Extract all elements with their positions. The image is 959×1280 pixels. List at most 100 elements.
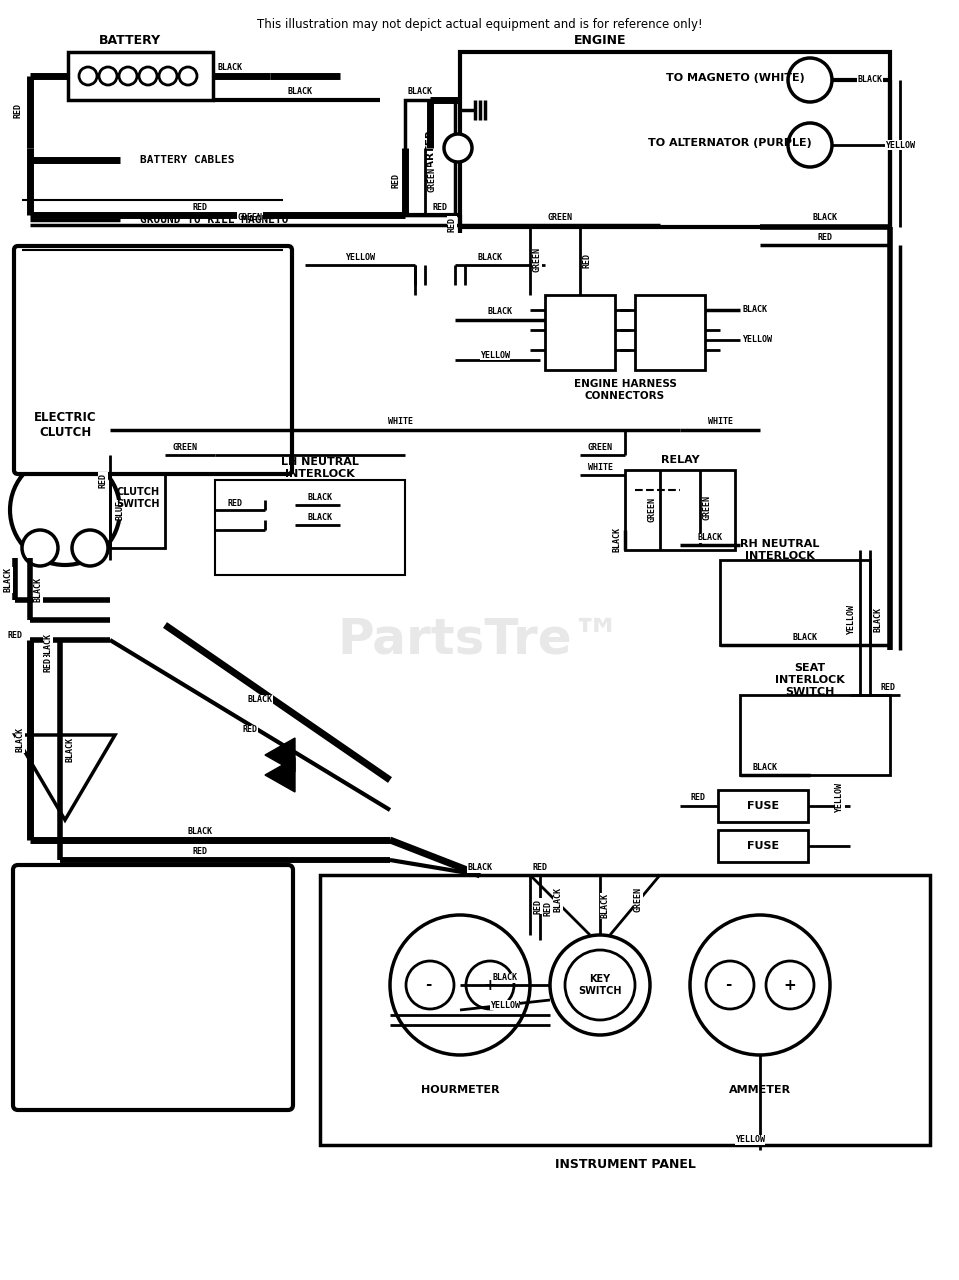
Text: POSITIVE TO START-CHARGE: POSITIVE TO START-CHARGE (128, 1062, 290, 1073)
Text: GREEN: GREEN (703, 494, 712, 520)
Circle shape (565, 950, 635, 1020)
Text: YELLOW: YELLOW (742, 335, 772, 344)
Circle shape (550, 934, 650, 1036)
Bar (68, 52, 213, 100)
Text: WHITE: WHITE (588, 463, 613, 472)
Bar (740, 695, 890, 774)
Text: GREEN: GREEN (548, 212, 573, 221)
Text: BLACK: BLACK (874, 608, 882, 632)
Circle shape (788, 123, 832, 166)
Text: TO MAGNETO (WHITE): TO MAGNETO (WHITE) (666, 73, 805, 83)
Text: BATTERY: BATTERY (99, 33, 161, 46)
Bar (215, 480, 405, 575)
Text: BLACK: BLACK (493, 974, 518, 983)
Circle shape (79, 67, 97, 84)
Text: GREEN: GREEN (428, 168, 436, 192)
Text: BLACK: BLACK (15, 727, 25, 753)
Text: BLACK: BLACK (34, 577, 42, 603)
Text: BLACK: BLACK (247, 695, 272, 704)
Text: PartsTre™: PartsTre™ (338, 616, 622, 664)
Text: WHITE: WHITE (708, 417, 733, 426)
Circle shape (10, 454, 120, 564)
Text: RED: RED (193, 202, 207, 211)
Text: GREEN: GREEN (634, 887, 643, 913)
Text: BLACK: BLACK (812, 214, 837, 223)
Text: STARTER: STARTER (425, 129, 435, 180)
Bar (405, 100, 455, 215)
Text: ENGINE: ENGINE (573, 33, 626, 46)
Text: +: + (483, 978, 497, 992)
Text: BLACK: BLACK (487, 307, 512, 316)
Circle shape (390, 915, 530, 1055)
Text: YELLOW: YELLOW (490, 1001, 520, 1010)
Text: SEAT
INTERLOCK
SWITCH: SEAT INTERLOCK SWITCH (775, 663, 845, 696)
Text: RED: RED (8, 631, 22, 640)
Text: RED: RED (817, 233, 832, 242)
Text: BLACK: BLACK (308, 513, 333, 522)
Text: RED: RED (533, 899, 543, 914)
Text: BLUE: BLUE (115, 500, 125, 520)
Circle shape (72, 530, 108, 566)
Text: BLACK: BLACK (697, 534, 722, 543)
Text: FUSE: FUSE (747, 801, 779, 812)
Text: RED: RED (227, 498, 243, 507)
Circle shape (690, 915, 830, 1055)
Text: RED: RED (582, 252, 592, 268)
Circle shape (444, 134, 472, 163)
FancyBboxPatch shape (14, 246, 292, 474)
Bar (320, 876, 930, 1146)
Text: GREEN: GREEN (588, 443, 613, 453)
Text: RH NEUTRAL
INTERLOCK: RH NEUTRAL INTERLOCK (740, 539, 820, 561)
Text: -: - (425, 978, 432, 992)
Text: INSTRUMENT PANEL: INSTRUMENT PANEL (554, 1158, 695, 1171)
Text: BLACK: BLACK (600, 893, 610, 919)
Text: RED: RED (43, 658, 53, 672)
Bar (460, 52, 890, 227)
Text: +: + (784, 978, 796, 992)
Circle shape (706, 961, 754, 1009)
Text: GREEN: GREEN (173, 443, 198, 453)
Text: YELLOW: YELLOW (885, 141, 915, 150)
Text: HOURMETER: HOURMETER (421, 1085, 500, 1094)
Text: BLACK: BLACK (753, 763, 778, 773)
Text: BLACK: BLACK (218, 64, 243, 73)
Text: BLACK: BLACK (65, 737, 75, 763)
Text: RED: RED (13, 102, 22, 118)
Text: GROUND TO KILL MAGNETO: GROUND TO KILL MAGNETO (140, 215, 289, 225)
Text: RELAY: RELAY (661, 454, 699, 465)
Text: YELLOW: YELLOW (345, 253, 375, 262)
Circle shape (406, 961, 454, 1009)
Text: BLACK: BLACK (478, 253, 503, 262)
Text: RED: RED (243, 726, 258, 735)
Bar (110, 448, 165, 548)
Text: RED: RED (880, 684, 896, 692)
Text: BLACK: BLACK (4, 567, 12, 593)
Text: RED: RED (532, 864, 548, 873)
Text: RED: RED (193, 847, 207, 856)
Text: BLACK: BLACK (742, 306, 767, 315)
Text: CLUTCH
SWITCH: CLUTCH SWITCH (116, 488, 160, 508)
Text: KEY
SWITCH: KEY SWITCH (578, 974, 621, 996)
Text: RED: RED (544, 901, 552, 915)
Text: GREEN: GREEN (532, 247, 542, 273)
Circle shape (139, 67, 157, 84)
Text: RED: RED (433, 202, 448, 211)
Text: BLACK: BLACK (43, 632, 53, 658)
Text: GREEN: GREEN (238, 212, 263, 221)
Text: BLACK: BLACK (467, 864, 493, 873)
Text: BLACK: BLACK (553, 887, 563, 913)
Bar (718, 790, 808, 822)
Text: BLACK: BLACK (308, 494, 333, 503)
Circle shape (22, 530, 58, 566)
Text: YELLOW: YELLOW (735, 1135, 765, 1144)
Text: WHITE: WHITE (387, 417, 412, 426)
Bar (545, 294, 615, 370)
Bar (635, 294, 705, 370)
Text: BATTERY CABLES: BATTERY CABLES (140, 155, 235, 165)
Text: BLACK: BLACK (792, 632, 817, 641)
Text: YELLOW: YELLOW (835, 783, 845, 813)
Text: ENGINE HARNESS
CONNECTORS: ENGINE HARNESS CONNECTORS (573, 379, 676, 401)
Text: BLACK: BLACK (288, 87, 313, 96)
Text: YELLOW: YELLOW (848, 605, 856, 635)
Circle shape (788, 58, 832, 102)
